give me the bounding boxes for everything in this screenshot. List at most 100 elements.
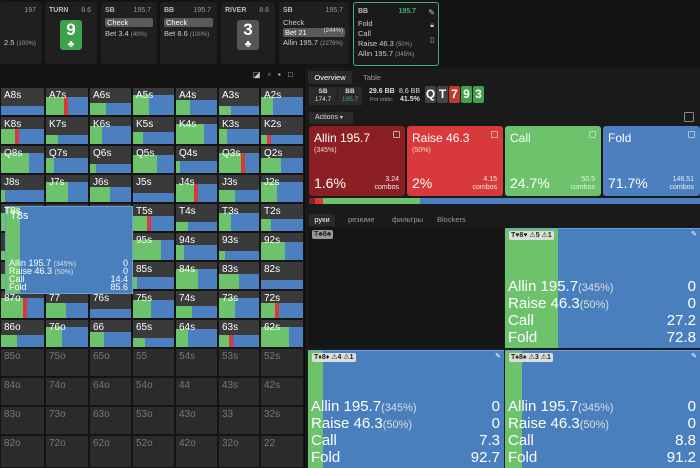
subtab-filters[interactable]: фильтры [392, 215, 424, 224]
combo-settings-icon[interactable]: ✎ [495, 353, 501, 360]
range-cell[interactable]: 54s [176, 349, 217, 376]
range-cell[interactable]: K4s [176, 117, 217, 144]
range-cell[interactable]: 82o [1, 436, 44, 467]
range-cell[interactable]: Q3s [219, 146, 259, 173]
range-cell[interactable]: 73s [219, 291, 259, 318]
node-turn-sb[interactable]: SB 195.7 Check Bet 3.4 (40%) [101, 2, 157, 64]
range-cell[interactable]: 32s [261, 407, 303, 434]
range-cell[interactable]: 63o [90, 407, 131, 434]
range-cell[interactable]: K3s [219, 117, 259, 144]
range-cell[interactable]: A2s [261, 88, 303, 115]
range-cell[interactable]: 65s [133, 320, 174, 347]
range-cell[interactable]: 33 [219, 407, 259, 434]
range-cell[interactable]: Q8s [1, 146, 44, 173]
range-cell[interactable]: 43o [176, 407, 217, 434]
box-expand-icon[interactable] [393, 131, 400, 138]
range-cell[interactable]: 42s [261, 378, 303, 405]
tab-table[interactable]: Table [363, 73, 381, 82]
range-cell[interactable]: Q5s [133, 146, 174, 173]
combo-settings-icon[interactable]: ✎ [691, 353, 697, 360]
range-cell[interactable]: 82s [261, 262, 303, 289]
subtab-blockers[interactable]: Blockers [437, 215, 466, 224]
action-box-call[interactable]: Call 24.7% 50.5 combos [505, 126, 601, 196]
range-cell[interactable]: 62s [261, 320, 303, 347]
range-cell[interactable]: 77 [46, 291, 88, 318]
range-cell[interactable]: J3s [219, 175, 259, 202]
range-cell[interactable]: 84s [176, 262, 217, 289]
box-expand-icon[interactable] [688, 131, 695, 138]
range-cell[interactable]: 92s [261, 233, 303, 260]
range-cell[interactable]: 22 [261, 436, 303, 467]
range-cell[interactable]: 55 [133, 349, 174, 376]
range-cell[interactable]: 75o [46, 349, 88, 376]
range-cell[interactable]: 62o [90, 436, 131, 467]
range-cell[interactable]: 66 [90, 320, 131, 347]
range-cell[interactable]: 83s [219, 262, 259, 289]
range-cell[interactable]: 95s [133, 233, 174, 260]
range-cell[interactable]: 72s [261, 291, 303, 318]
range-cell[interactable]: J7s [46, 175, 88, 202]
combo-cell-diamonds[interactable]: T♦8♦ ⚠4 ⚠1 ✎ Allin 195.7(345%) 0 Raise 46… [308, 350, 504, 468]
range-cell[interactable]: J6s [90, 175, 131, 202]
range-cell[interactable]: A7s [46, 88, 88, 115]
range-cell[interactable]: 52s [261, 349, 303, 376]
range-cell[interactable]: J2s [261, 175, 303, 202]
range-cell[interactable]: Q2s [261, 146, 303, 173]
range-cell[interactable]: J8s [1, 175, 44, 202]
subtab-hands[interactable]: руки [309, 214, 335, 226]
range-cell[interactable]: A5s [133, 88, 174, 115]
range-cell[interactable]: J5s [133, 175, 174, 202]
range-cell[interactable]: 54o [133, 378, 174, 405]
range-cell[interactable]: T5s [133, 204, 174, 231]
range-cell[interactable]: A3s [219, 88, 259, 115]
view-single-icon[interactable]: ▫ [267, 70, 271, 79]
range-cell[interactable]: Q7s [46, 146, 88, 173]
node-river[interactable]: RIVER 8.6 3 ♣ [221, 2, 275, 64]
range-cell[interactable]: 76s [90, 291, 131, 318]
range-cell[interactable]: 72o [46, 436, 88, 467]
range-cell[interactable]: 85o [1, 349, 44, 376]
actions-dropdown[interactable]: Actions ▾ [309, 112, 353, 124]
range-cell[interactable]: K7s [46, 117, 88, 144]
range-cell[interactable]: K5s [133, 117, 174, 144]
range-cell[interactable]: 42o [176, 436, 217, 467]
view-split-icon[interactable]: ◪ [253, 70, 261, 79]
range-cell[interactable]: 75s [133, 291, 174, 318]
range-cell[interactable]: 44 [176, 378, 217, 405]
view-grid4-icon[interactable]: ▪ [277, 70, 281, 79]
combo-cell-hearts[interactable]: T♥8♥ ⚠5 ⚠1 ✎ Allin 195.7(345%) 0 Raise 46… [505, 228, 700, 348]
range-cell[interactable]: 86o [1, 320, 44, 347]
range-cell[interactable]: T4s [176, 204, 217, 231]
range-cell[interactable]: 94s [176, 233, 217, 260]
range-cell[interactable]: Q4s [176, 146, 217, 173]
range-cell[interactable]: 53o [133, 407, 174, 434]
action-box-allin[interactable]: Allin 195.7 (345%) 1.6% 3.24 combos [309, 126, 405, 196]
node-river-bb-selected[interactable]: BB 195.7 Fold Call Raise 46.3 (50%) Allin… [353, 2, 439, 66]
range-cell[interactable]: A8s [1, 88, 44, 115]
range-cell[interactable]: 84o [1, 378, 44, 405]
box-expand-icon[interactable] [491, 131, 498, 138]
range-cell[interactable]: 52o [133, 436, 174, 467]
range-cell[interactable]: J4s [176, 175, 217, 202]
lock-icon[interactable]: 🔒︎ [430, 22, 434, 29]
range-cell[interactable]: 73o [46, 407, 88, 434]
range-cell[interactable]: K6s [90, 117, 131, 144]
range-cell[interactable]: 74o [46, 378, 88, 405]
node-turn[interactable]: TURN 8.6 9 ♣ [45, 2, 97, 64]
range-cell[interactable]: 65o [90, 349, 131, 376]
range-cell[interactable]: 83o [1, 407, 44, 434]
copy-icon[interactable]: ▯ [430, 37, 434, 44]
range-cell[interactable]: A4s [176, 88, 217, 115]
range-cell[interactable]: K2s [261, 117, 303, 144]
range-cell[interactable]: 85s [133, 262, 174, 289]
collapse-icon[interactable] [684, 112, 694, 122]
range-cell[interactable]: A6s [90, 88, 131, 115]
range-cell[interactable]: T3s [219, 204, 259, 231]
range-cell[interactable]: 93s [219, 233, 259, 260]
edit-icon[interactable]: ✎ [428, 8, 435, 17]
range-cell[interactable]: 53s [219, 349, 259, 376]
combo-cell-spades[interactable]: T♠8♠ ⚠3 ⚠1 ✎ Allin 195.7(345%) 0 Raise 46… [505, 350, 700, 468]
range-cell[interactable]: 64s [176, 320, 217, 347]
range-cell[interactable]: 32o [219, 436, 259, 467]
range-cell[interactable]: 63s [219, 320, 259, 347]
